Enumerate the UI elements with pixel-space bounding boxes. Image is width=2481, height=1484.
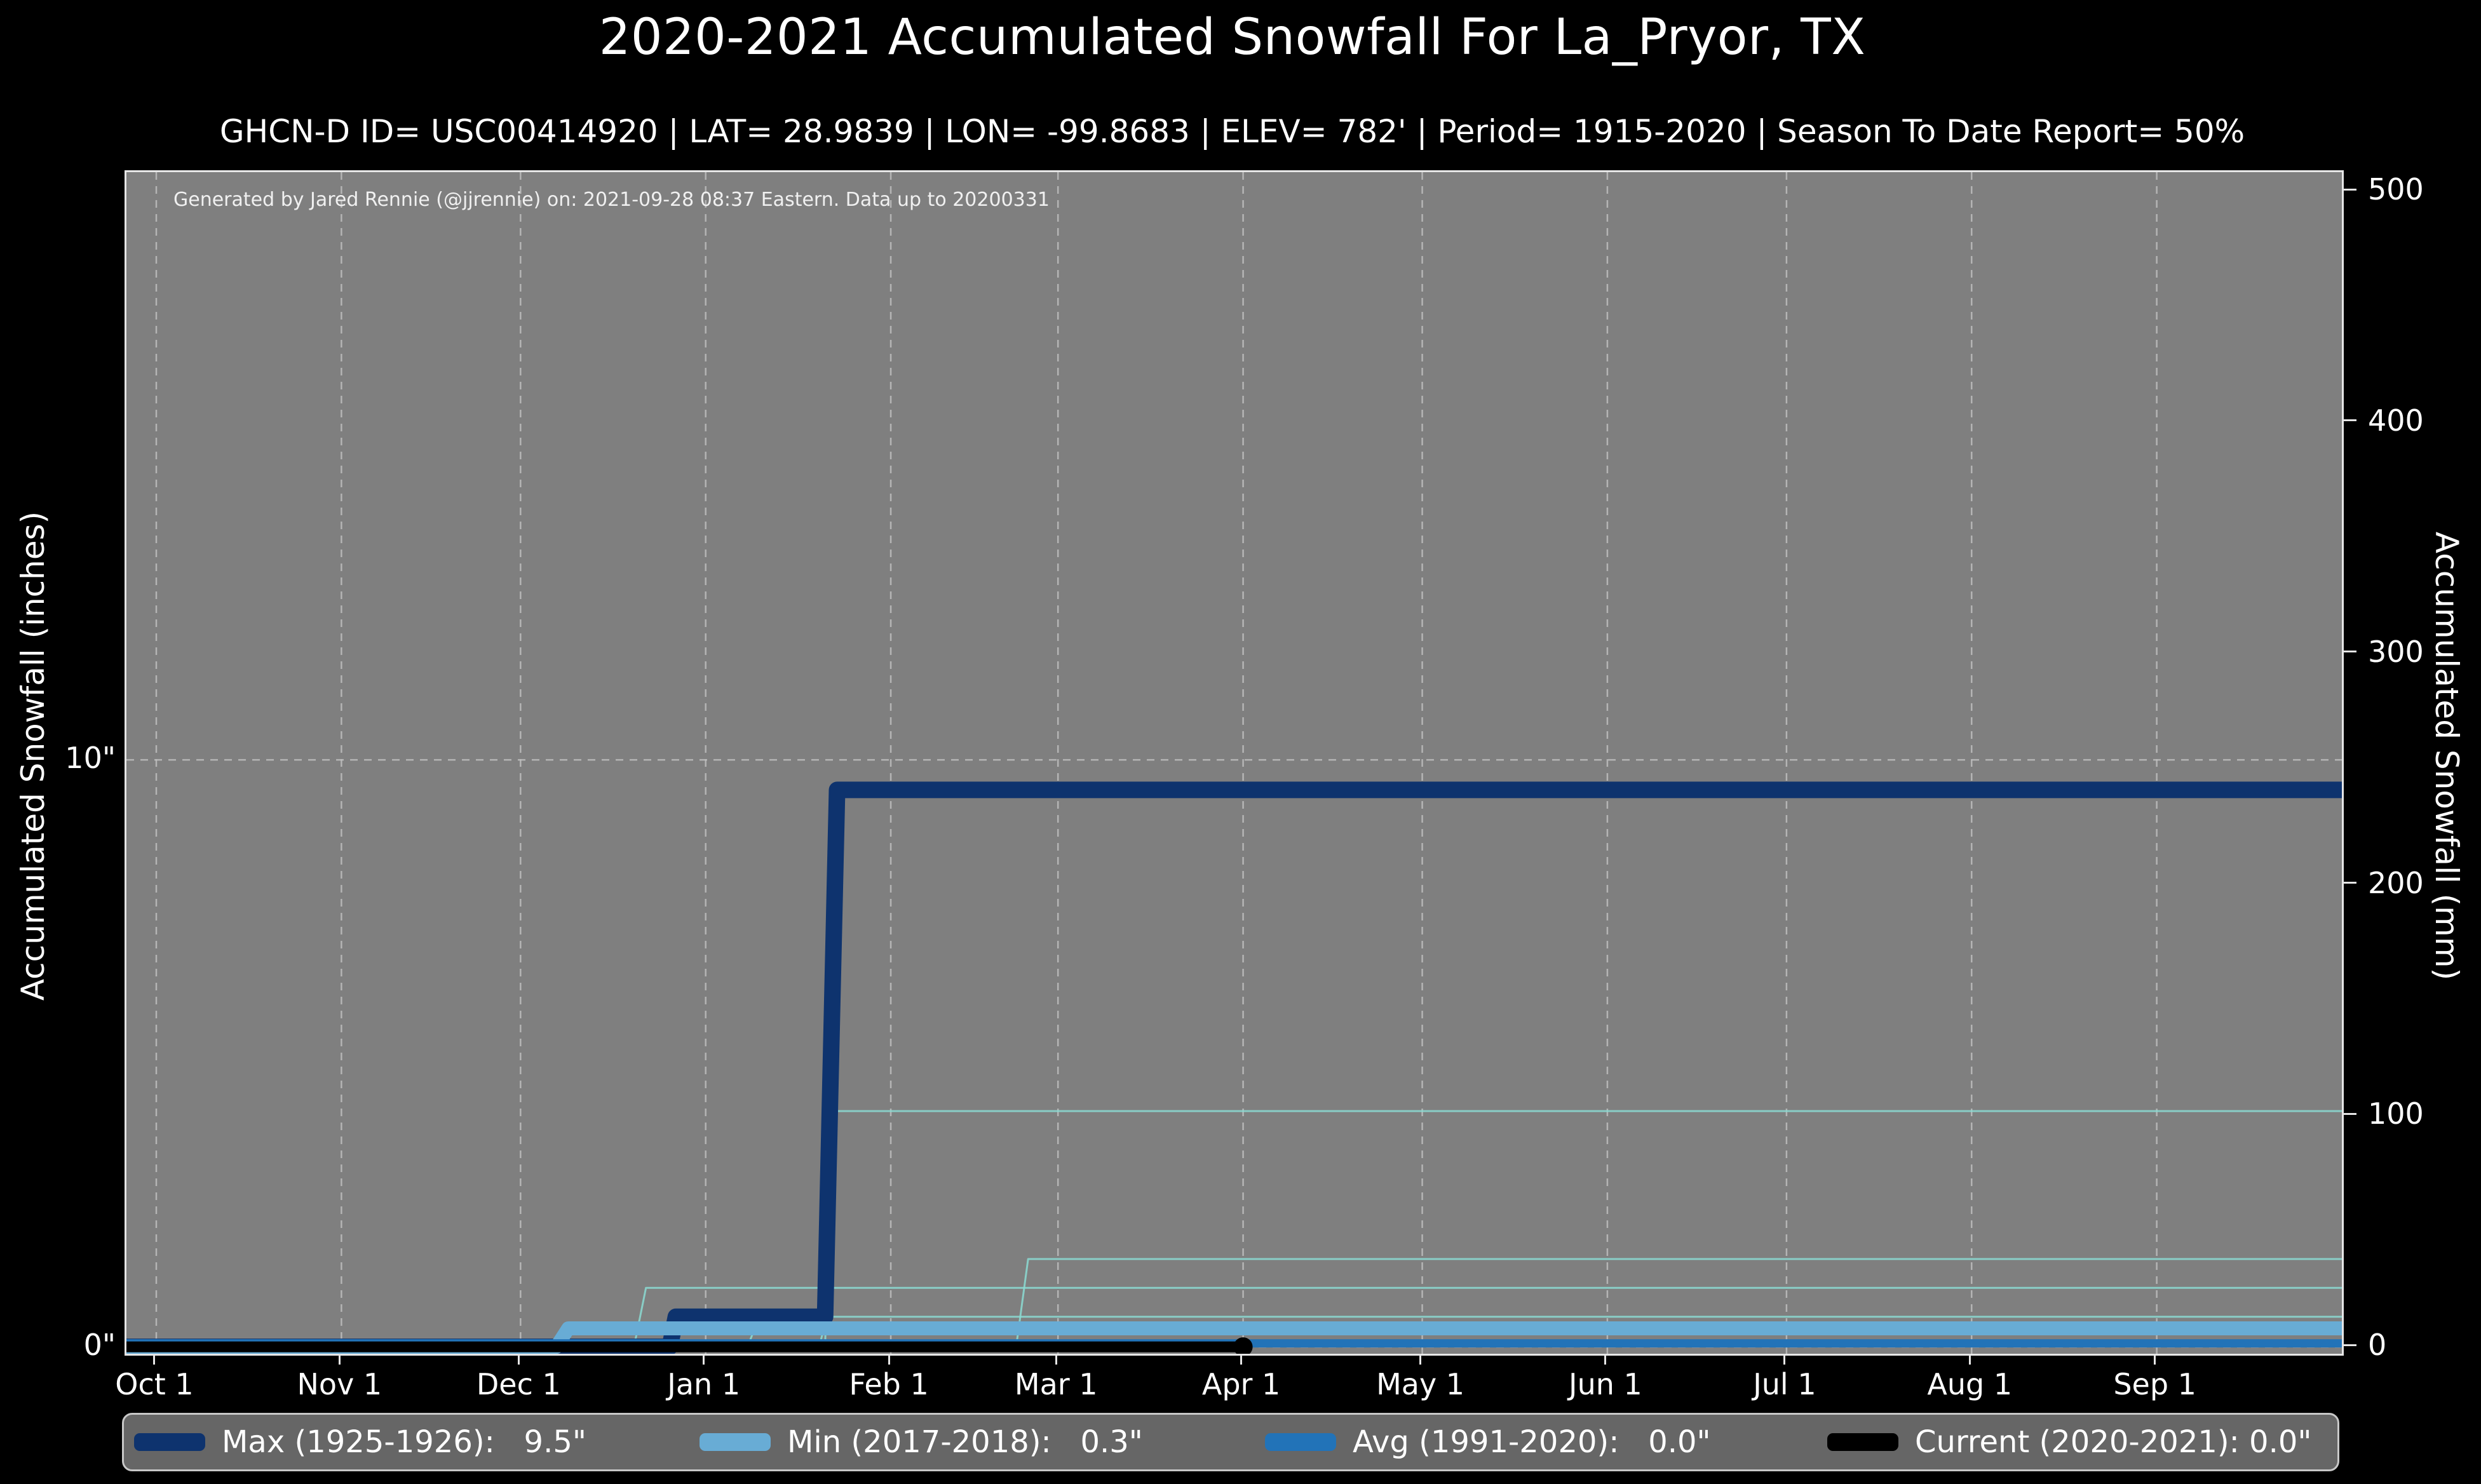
y-axis-label-mm: Accumulated Snowfall (mm) bbox=[2428, 531, 2465, 981]
other-season-line bbox=[126, 1110, 2342, 1348]
legend-swatch-max bbox=[134, 1433, 205, 1451]
legend-label-min: Min (2017-2018): 0.3" bbox=[787, 1424, 1143, 1460]
x-tick-label: Apr 1 bbox=[1201, 1367, 1281, 1401]
x-tick-mark bbox=[1783, 1356, 1786, 1365]
legend-label-max: Max (1925-1926): 9.5" bbox=[222, 1424, 586, 1460]
x-tick-label: Aug 1 bbox=[1927, 1367, 2013, 1401]
y-tick-mark-right bbox=[2344, 651, 2356, 653]
x-tick-mark bbox=[517, 1356, 520, 1365]
x-tick-mark bbox=[888, 1356, 890, 1365]
x-tick-mark bbox=[1240, 1356, 1243, 1365]
x-tick-mark bbox=[1055, 1356, 1057, 1365]
chart-subtitle: GHCN-D ID= USC00414920 | LAT= 28.9839 | … bbox=[219, 113, 2245, 150]
legend-item-min: Min (2017-2018): 0.3" bbox=[700, 1415, 1143, 1469]
y-tick-mark-right bbox=[2344, 1344, 2356, 1346]
y-tick-label-mm: 300 bbox=[2368, 634, 2424, 669]
x-tick-label: Jul 1 bbox=[1753, 1367, 1816, 1401]
y-tick-mark-right bbox=[2344, 1112, 2356, 1115]
series-line-max bbox=[126, 781, 2342, 1354]
current-series-end-dot bbox=[1233, 1337, 1253, 1354]
legend-item-current: Current (2020-2021): 0.0" bbox=[1827, 1415, 2311, 1469]
legend-label-avg: Avg (1991-2020): 0.0" bbox=[1353, 1424, 1711, 1460]
y-tick-label-inches: 10" bbox=[65, 741, 116, 776]
x-tick-label: Feb 1 bbox=[849, 1367, 929, 1401]
legend-item-avg: Avg (1991-2020): 0.0" bbox=[1265, 1415, 1711, 1469]
legend: Max (1925-1926): 9.5" Min (2017-2018): 0.… bbox=[122, 1413, 2339, 1471]
plot-area: Generated by Jared Rennie (@jjrennie) on… bbox=[125, 170, 2344, 1356]
x-tick-mark bbox=[1604, 1356, 1607, 1365]
chart-canvas bbox=[126, 172, 2342, 1354]
x-tick-mark bbox=[338, 1356, 341, 1365]
y-tick-mark-right bbox=[2344, 188, 2356, 191]
x-tick-label: Nov 1 bbox=[297, 1367, 382, 1401]
x-tick-label: May 1 bbox=[1376, 1367, 1465, 1401]
y-tick-mark-right bbox=[2344, 882, 2356, 884]
y-tick-label-mm: 0 bbox=[2368, 1328, 2387, 1363]
x-tick-label: Oct 1 bbox=[115, 1367, 194, 1401]
y-tick-label-mm: 400 bbox=[2368, 403, 2424, 438]
legend-swatch-avg bbox=[1265, 1433, 1336, 1451]
x-tick-mark bbox=[153, 1356, 156, 1365]
x-tick-label: Sep 1 bbox=[2113, 1367, 2196, 1401]
x-tick-mark bbox=[2154, 1356, 2156, 1365]
legend-item-max: Max (1925-1926): 9.5" bbox=[134, 1415, 586, 1469]
x-tick-label: Jan 1 bbox=[667, 1367, 741, 1401]
x-tick-label: Jun 1 bbox=[1569, 1367, 1642, 1401]
x-tick-mark bbox=[703, 1356, 705, 1365]
legend-swatch-current bbox=[1827, 1433, 1898, 1451]
y-tick-label-mm: 200 bbox=[2368, 865, 2424, 900]
legend-swatch-min bbox=[700, 1433, 771, 1451]
x-tick-label: Dec 1 bbox=[476, 1367, 561, 1401]
y-tick-mark-right bbox=[2344, 419, 2356, 422]
chart-title: 2020-2021 Accumulated Snowfall For La_Pr… bbox=[598, 9, 1866, 66]
x-tick-mark bbox=[1419, 1356, 1422, 1365]
attribution-text: Generated by Jared Rennie (@jjrennie) on… bbox=[173, 189, 1050, 211]
y-tick-label-mm: 500 bbox=[2368, 172, 2424, 207]
y-tick-label-inches: 0" bbox=[83, 1328, 116, 1363]
y-tick-label-mm: 100 bbox=[2368, 1096, 2424, 1131]
x-tick-label: Mar 1 bbox=[1014, 1367, 1098, 1401]
x-tick-mark bbox=[1968, 1356, 1971, 1365]
legend-label-current: Current (2020-2021): 0.0" bbox=[1915, 1424, 2312, 1460]
